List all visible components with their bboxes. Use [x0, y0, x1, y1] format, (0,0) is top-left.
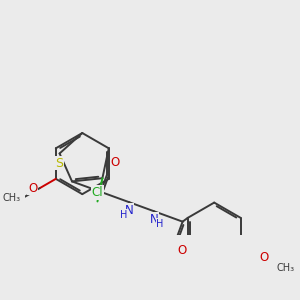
- Text: H: H: [156, 219, 164, 229]
- Text: N: N: [149, 213, 158, 226]
- Text: N: N: [125, 204, 134, 217]
- Text: CH₃: CH₃: [276, 263, 294, 273]
- Text: Cl: Cl: [92, 186, 103, 199]
- Text: O: O: [259, 251, 268, 264]
- Text: O: O: [177, 244, 187, 257]
- Text: S: S: [56, 157, 64, 170]
- Text: O: O: [111, 156, 120, 170]
- Text: H: H: [120, 210, 127, 220]
- Text: CH₃: CH₃: [2, 194, 20, 203]
- Text: O: O: [28, 182, 37, 195]
